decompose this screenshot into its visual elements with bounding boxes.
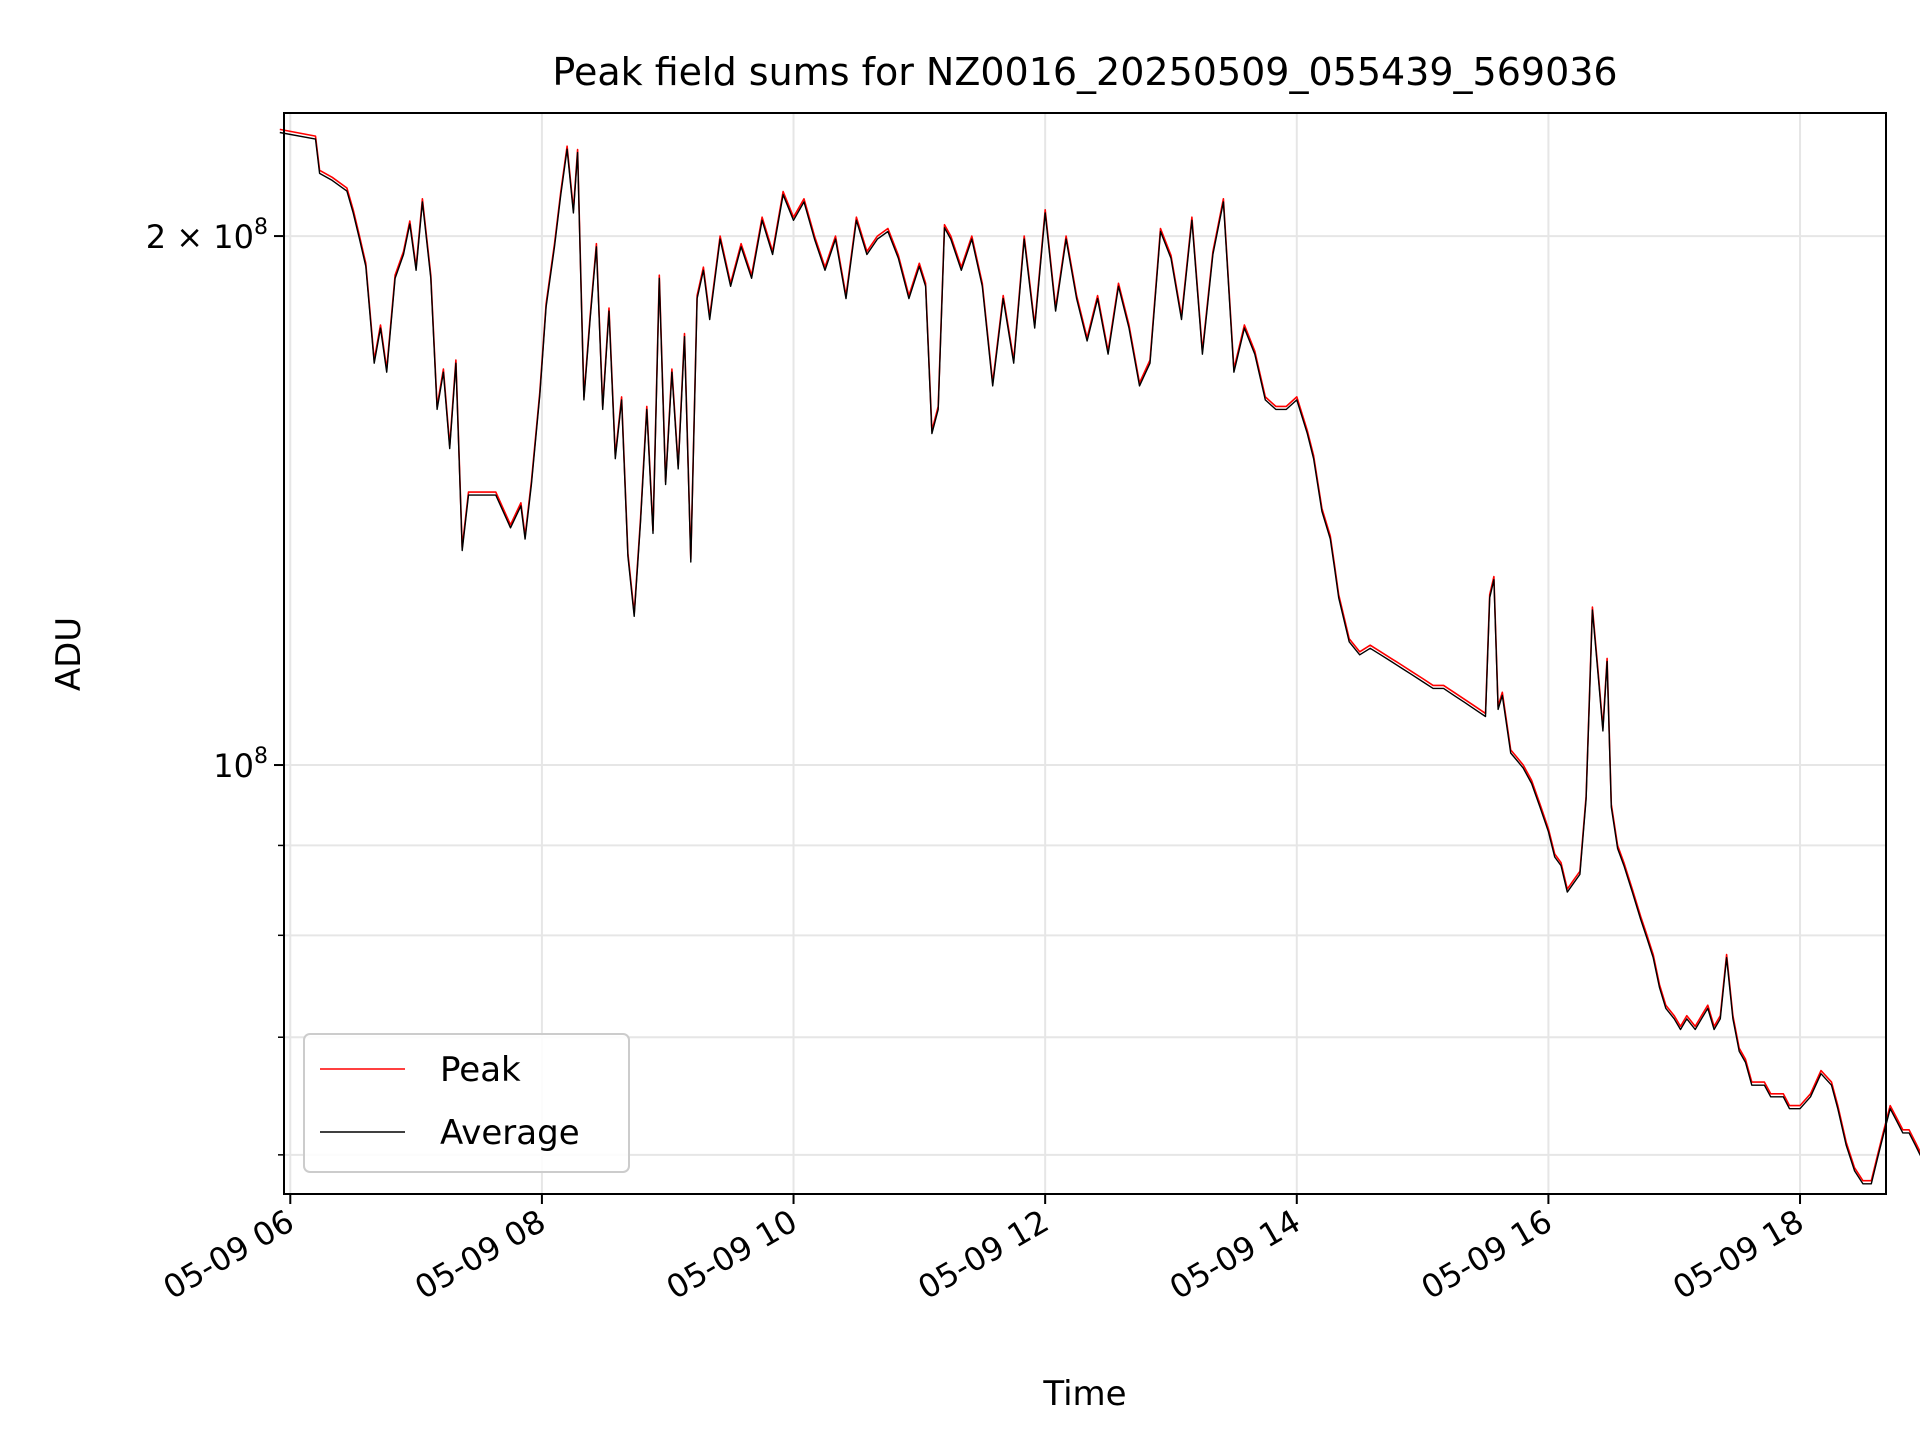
y-tick-label: 2 × 108	[146, 215, 268, 256]
y-axis-label: ADU	[49, 617, 89, 691]
legend-peak-label: Peak	[440, 1050, 521, 1090]
legend: Peak Average	[304, 1034, 629, 1172]
x-axis-label: Time	[1042, 1374, 1126, 1414]
chart-title: Peak field sums for NZ0016_20250509_0554…	[552, 50, 1617, 94]
legend-average-label: Average	[440, 1113, 580, 1153]
